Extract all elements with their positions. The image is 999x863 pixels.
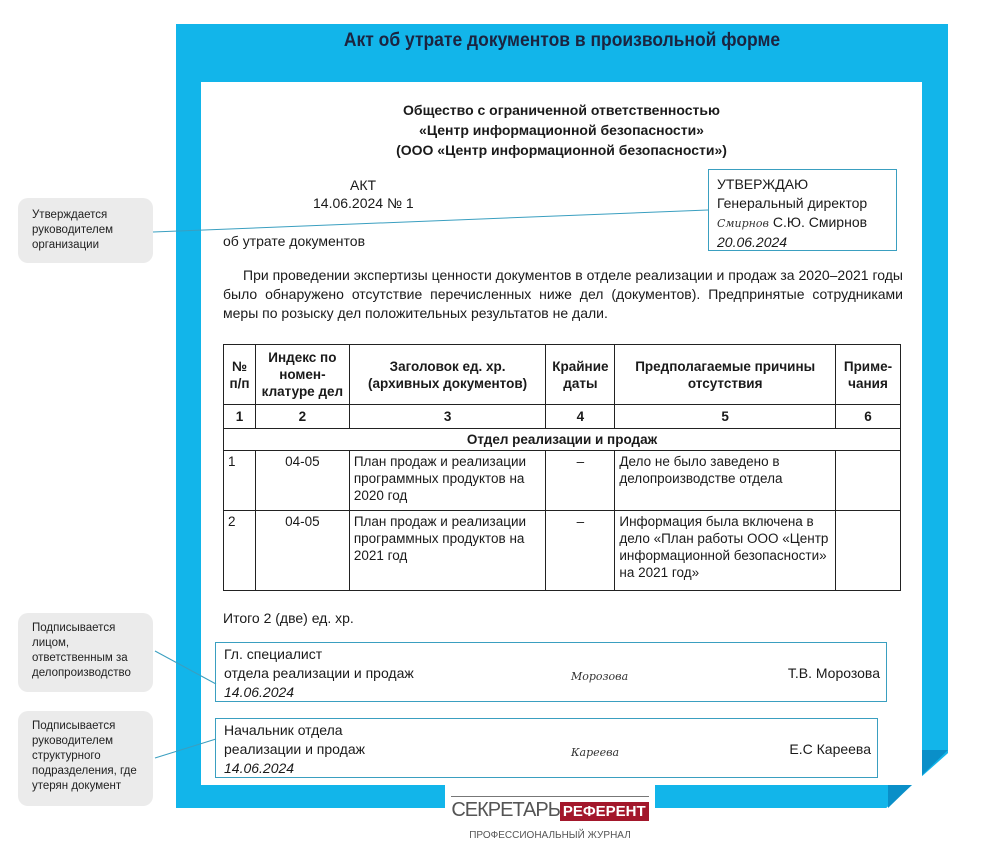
cell-dates: –	[545, 450, 616, 511]
logo-part-2: РЕФЕРЕНТ	[559, 802, 649, 821]
signer-department: отдела реализации и продаж	[224, 665, 414, 681]
director-signature: Смирнов	[717, 217, 769, 230]
column-header: Заголовок ед. хр. (архивных документов)	[348, 344, 547, 405]
signer-name: Е.С Кареева	[789, 741, 871, 757]
cell-title: План продаж и реализации программных про…	[348, 510, 547, 591]
approval-label: УТВЕРЖДАЮ	[717, 176, 809, 192]
callout-head: Подписывается руководителем структурного…	[18, 711, 153, 806]
cell-notes	[834, 510, 902, 591]
column-number: 4	[545, 404, 616, 429]
signer-name: Т.В. Морозова	[787, 665, 880, 681]
column-header: Предполагаемые причины отсутствия	[614, 344, 836, 405]
organization-name: Общество с ограниченной ответственностью…	[201, 100, 922, 160]
signer-position: Начальник отдела	[224, 722, 343, 738]
signer-date: 14.06.2024	[224, 760, 295, 776]
column-header: № п/п	[223, 344, 256, 405]
column-number: 1	[223, 404, 256, 429]
cell-dates: –	[545, 510, 616, 591]
approval-block: УТВЕРЖДАЮ Генеральный директор Смирнов С…	[708, 169, 897, 251]
approval-date: 20.06.2024	[717, 234, 788, 250]
signer-signature: Кареева	[571, 746, 620, 759]
signer-block-1: Гл. специалист отдела реализации и прода…	[215, 642, 887, 702]
column-header: Приме­чания	[834, 344, 902, 405]
page-title: Акт об утрате документов в произвольной …	[343, 30, 781, 51]
approval-position: Генеральный директор	[717, 195, 868, 211]
magazine-logo: СЕКРЕТАРЬ РЕФЕРЕНТ ПРОФЕССИОНАЛЬНЫЙ ЖУРНА…	[445, 785, 655, 845]
callout-responsible: Подписывается лицом, ответственным за де…	[18, 613, 153, 692]
logo-part-1: СЕКРЕТАРЬ	[451, 799, 560, 821]
cell-number: 2	[223, 510, 256, 591]
callout-approval: Утверждается руководителем организации	[18, 198, 153, 263]
column-number: 6	[834, 404, 902, 429]
signer-block-2: Начальник отдела реализации и продаж 14.…	[215, 718, 878, 778]
cell-number: 1	[223, 450, 256, 511]
act-date-number: 14.06.2024 № 1	[313, 195, 414, 211]
column-number: 2	[254, 404, 350, 429]
total-line: Итого 2 (две) ед. хр.	[223, 610, 354, 626]
act-label: АКТ	[350, 177, 377, 193]
org-line-2: «Центр информационной безопасности»	[419, 122, 704, 138]
cell-reason: Дело не было заведено в делопроизводстве…	[614, 450, 836, 511]
body-text: При проведении экспертизы ценности докум…	[223, 266, 903, 323]
lost-documents-table: № п/п Индекс по номен­клатуре дел Заголо…	[223, 344, 902, 591]
body-paragraph: При проведении экспертизы ценности докум…	[223, 267, 903, 321]
org-line-1: Общество с ограниченной ответственностью	[403, 102, 720, 118]
signer-date: 14.06.2024	[224, 684, 295, 700]
column-header: Индекс по номен­клатуре дел	[254, 344, 350, 405]
column-number: 3	[348, 404, 547, 429]
connector-line	[154, 738, 217, 759]
logo-subtitle: ПРОФЕССИОНАЛЬНЫЙ ЖУРНАЛ	[469, 830, 631, 841]
signer-signature: Морозова	[571, 670, 629, 683]
signer-department: реализации и продаж	[224, 741, 365, 757]
org-line-3: (ООО «Центр информационной безопасности»…	[396, 142, 727, 158]
cell-index: 04-05	[254, 510, 350, 591]
table-row: 1 04-05 План продаж и реализации програм…	[223, 450, 902, 511]
signer-position: Гл. специалист	[224, 646, 323, 662]
connector-line	[152, 209, 709, 233]
cell-title: План продаж и реализации программных про…	[348, 450, 547, 511]
table-row: 2 04-05 План продаж и реализации програм…	[223, 510, 902, 591]
cell-reason: Информация была включена в дело «План ра…	[614, 510, 836, 591]
act-subject: об утрате документов	[223, 233, 366, 249]
cell-index: 04-05	[254, 450, 350, 511]
director-name: С.Ю. Смирнов	[772, 214, 868, 230]
connector-line	[154, 650, 217, 685]
table-header-row: № п/п Индекс по номен­клатуре дел Заголо…	[223, 344, 902, 405]
